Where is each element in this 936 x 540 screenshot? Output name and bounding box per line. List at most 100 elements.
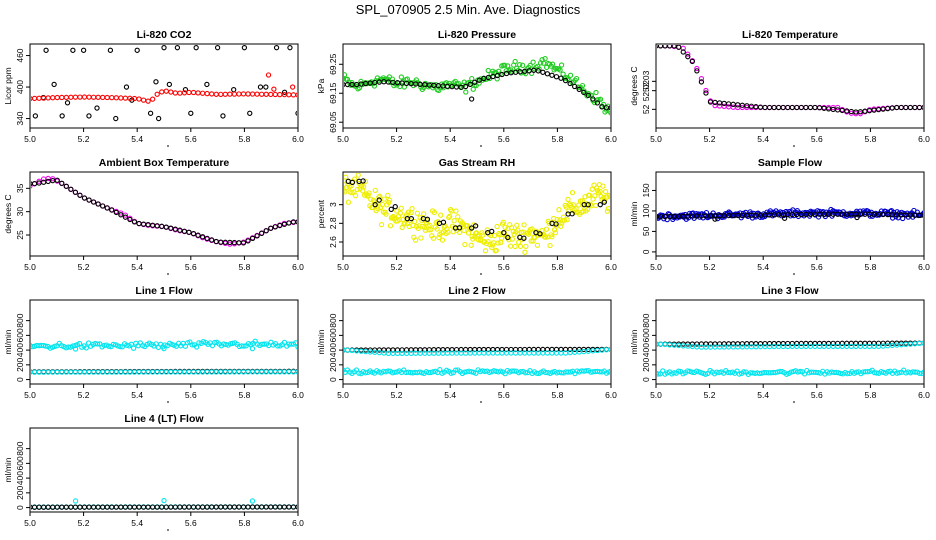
data-point bbox=[80, 47, 87, 53]
data-point bbox=[204, 90, 210, 97]
data-point bbox=[281, 339, 288, 346]
data-point bbox=[385, 368, 391, 374]
data-point bbox=[517, 243, 524, 250]
data-point bbox=[268, 91, 274, 98]
data-point bbox=[231, 91, 238, 97]
data-point bbox=[775, 343, 782, 350]
data-point bbox=[344, 189, 348, 195]
data-point bbox=[473, 223, 479, 229]
data-point bbox=[295, 92, 297, 98]
data-point bbox=[472, 79, 478, 85]
data-point bbox=[468, 242, 474, 248]
data-point bbox=[387, 223, 394, 229]
x-tick-label: 5.2 bbox=[704, 134, 716, 144]
y-axis-label: percent bbox=[316, 199, 326, 228]
data-point bbox=[469, 75, 475, 82]
data-point bbox=[113, 209, 119, 216]
data-point bbox=[405, 209, 412, 215]
data-point bbox=[418, 235, 424, 241]
y-tick-label: 600 bbox=[641, 328, 651, 342]
outlier-point bbox=[271, 86, 277, 92]
data-point bbox=[762, 104, 768, 111]
data-point bbox=[585, 92, 591, 98]
x-tick-label: 5.4 bbox=[444, 134, 456, 144]
data-point bbox=[76, 340, 83, 347]
data-point bbox=[556, 207, 562, 213]
data-point bbox=[122, 214, 129, 220]
data-point bbox=[567, 72, 574, 78]
data-point bbox=[835, 104, 841, 111]
data-point bbox=[885, 369, 891, 375]
data-point bbox=[591, 182, 597, 188]
data-point bbox=[368, 196, 374, 202]
data-point bbox=[495, 240, 501, 246]
data-point bbox=[534, 242, 541, 248]
panel-title: Li-820 Pressure bbox=[438, 29, 516, 41]
data-point bbox=[273, 45, 280, 51]
y-tick-label: 400 bbox=[15, 471, 25, 485]
y-tick-label: 0 bbox=[641, 377, 651, 382]
x-tick-label: 5.6 bbox=[498, 134, 510, 144]
data-point bbox=[356, 370, 362, 376]
data-point bbox=[605, 205, 610, 212]
data-point bbox=[762, 343, 768, 350]
data-point bbox=[43, 343, 49, 349]
data-point bbox=[145, 98, 151, 104]
data-point bbox=[500, 219, 507, 225]
panel-ambient: Ambient Box Temperature 5.0 5.2 5.4 5.6 5.8 6.… bbox=[3, 157, 304, 275]
data-point bbox=[694, 68, 700, 74]
x-tick-label: 5.4 bbox=[131, 134, 143, 144]
series-black-upper bbox=[344, 346, 610, 353]
data-point bbox=[547, 242, 553, 249]
plot-frame bbox=[342, 299, 612, 385]
data-point bbox=[766, 104, 773, 111]
data-point bbox=[558, 62, 565, 68]
data-point bbox=[186, 229, 192, 235]
data-point bbox=[912, 104, 918, 111]
data-point bbox=[189, 342, 195, 348]
outlier-point bbox=[289, 84, 296, 90]
data-point bbox=[362, 370, 369, 376]
y-tick-label: 200 bbox=[15, 357, 25, 371]
outlier-point bbox=[161, 497, 167, 504]
x-tick-label: 6.0 bbox=[605, 390, 617, 400]
data-point bbox=[263, 228, 269, 234]
y-tick-label: 52.03 bbox=[641, 70, 651, 92]
y-tick-label: 600 bbox=[328, 328, 338, 342]
data-point bbox=[249, 91, 256, 97]
data-point bbox=[486, 369, 493, 376]
data-point bbox=[372, 187, 378, 193]
data-point bbox=[227, 91, 233, 97]
x-tick-label: 5.6 bbox=[185, 134, 197, 144]
panel-rh: Gas Stream RH 5.0 5.2 5.4 5.6 5.8 6.0 2.6 2.8 3pe… bbox=[316, 157, 617, 275]
x-tick-label: 5.4 bbox=[444, 262, 456, 272]
data-point bbox=[388, 206, 394, 212]
plot-area bbox=[31, 497, 297, 510]
y-tick-label: 600 bbox=[15, 456, 25, 470]
data-point bbox=[594, 100, 601, 106]
series-magenta-trace bbox=[657, 45, 923, 117]
data-point bbox=[581, 89, 587, 96]
data-point bbox=[511, 368, 517, 374]
y-tick-label: 800 bbox=[15, 441, 25, 455]
y-axis: 340 400 460 bbox=[15, 48, 30, 126]
data-point bbox=[694, 65, 700, 72]
x-axis: 5.0 5.2 5.4 5.6 5.8 6.0 bbox=[337, 384, 617, 400]
data-point bbox=[569, 211, 575, 217]
data-point bbox=[259, 230, 265, 236]
data-point bbox=[522, 249, 528, 255]
data-point bbox=[272, 224, 278, 230]
data-point bbox=[780, 104, 786, 111]
data-point bbox=[597, 96, 604, 102]
y-axis-label: ml/min bbox=[3, 457, 13, 482]
x-tick-label: 5.2 bbox=[391, 390, 403, 400]
series-black-trace bbox=[31, 177, 297, 246]
data-point bbox=[590, 96, 596, 102]
y-tick-label: 800 bbox=[15, 313, 25, 327]
x-tick-label: 5.0 bbox=[650, 134, 662, 144]
data-point bbox=[685, 51, 691, 57]
outlier-point bbox=[854, 214, 860, 221]
